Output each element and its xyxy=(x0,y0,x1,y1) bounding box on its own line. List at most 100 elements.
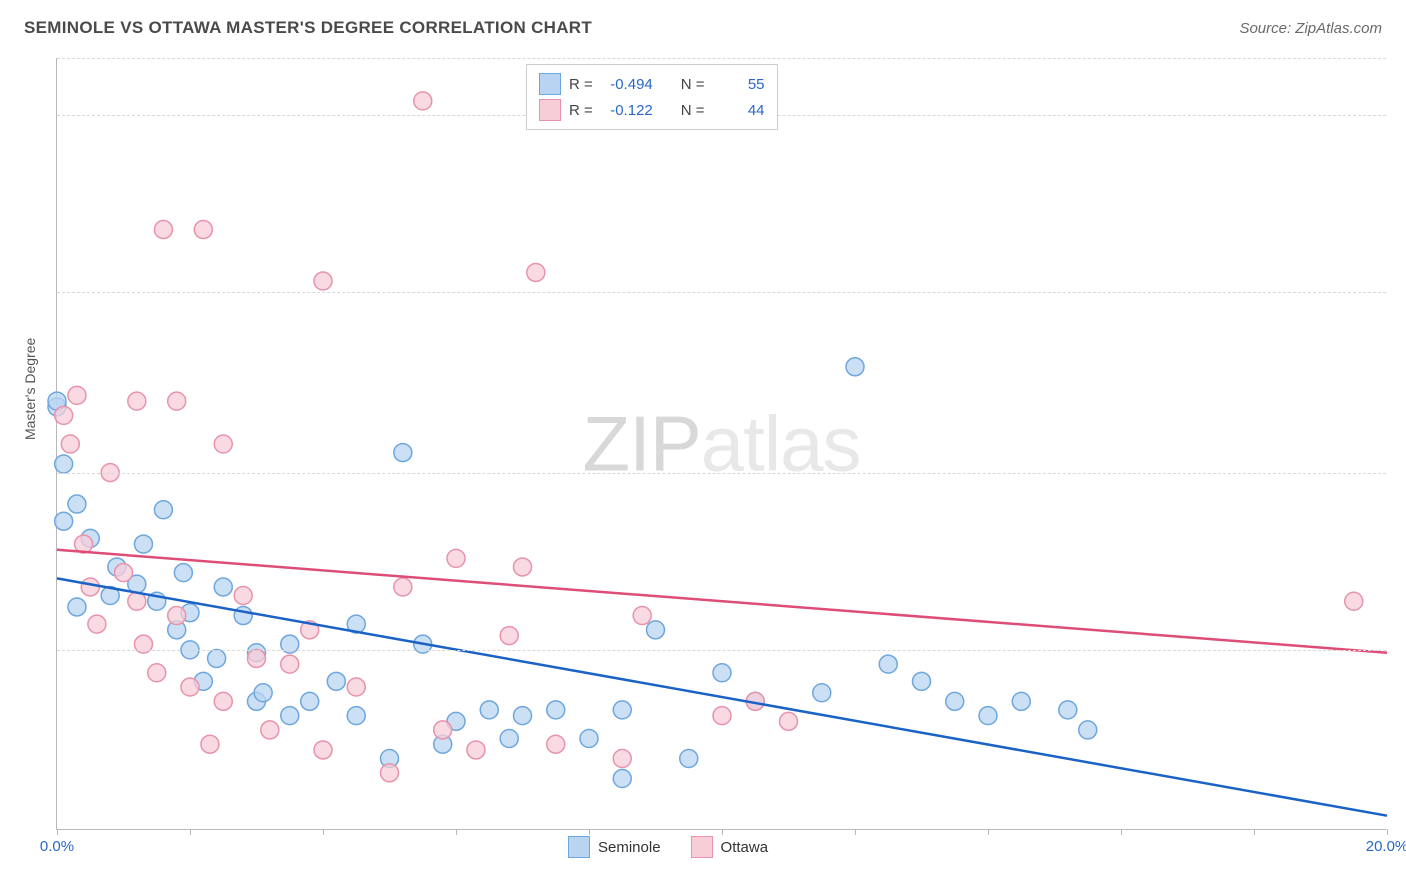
data-point xyxy=(88,615,106,633)
data-point xyxy=(168,392,186,410)
data-point xyxy=(214,435,232,453)
legend-series: Seminole Ottawa xyxy=(568,836,768,858)
data-point xyxy=(813,684,831,702)
legend-r-value: -0.122 xyxy=(601,102,653,119)
data-point xyxy=(55,406,73,424)
data-point xyxy=(254,684,272,702)
data-point xyxy=(234,587,252,605)
data-point xyxy=(514,707,532,725)
data-point xyxy=(154,501,172,519)
data-point xyxy=(134,535,152,553)
legend-stats: R = -0.494 N = 55 R = -0.122 N = 44 xyxy=(526,64,778,130)
data-point xyxy=(208,649,226,667)
legend-swatch xyxy=(568,836,590,858)
data-point xyxy=(394,444,412,462)
legend-r-value: -0.494 xyxy=(601,76,653,93)
data-point xyxy=(301,692,319,710)
data-point xyxy=(613,701,631,719)
data-point xyxy=(174,564,192,582)
scatter-plot xyxy=(57,58,1386,829)
data-point xyxy=(381,764,399,782)
data-point xyxy=(780,712,798,730)
legend-stat-row: R = -0.494 N = 55 xyxy=(539,71,765,97)
legend-series-item: Seminole xyxy=(568,836,661,858)
x-tick xyxy=(855,829,856,835)
legend-swatch xyxy=(539,99,561,121)
data-point xyxy=(946,692,964,710)
x-tick xyxy=(323,829,324,835)
x-tick-label: 20.0% xyxy=(1366,838,1406,855)
data-point xyxy=(68,495,86,513)
data-point xyxy=(913,672,931,690)
data-point xyxy=(846,358,864,376)
data-point xyxy=(128,392,146,410)
data-point xyxy=(527,263,545,281)
source-label: Source: ZipAtlas.com xyxy=(1239,20,1382,37)
y-axis-label: Master's Degree xyxy=(22,338,38,440)
data-point xyxy=(314,741,332,759)
x-tick xyxy=(57,829,58,835)
legend-series-item: Ottawa xyxy=(691,836,769,858)
data-point xyxy=(115,564,133,582)
data-point xyxy=(1345,592,1363,610)
data-point xyxy=(314,272,332,290)
legend-r-label: R = xyxy=(569,102,593,119)
data-point xyxy=(414,92,432,110)
data-point xyxy=(580,730,598,748)
data-point xyxy=(81,578,99,596)
data-point xyxy=(514,558,532,576)
data-point xyxy=(613,750,631,768)
x-tick xyxy=(589,829,590,835)
legend-r-label: R = xyxy=(569,76,593,93)
plot-area: ZIPatlas 6.3%12.5%18.8%0.0%20.0% xyxy=(56,58,1386,830)
data-point xyxy=(55,455,73,473)
data-point xyxy=(480,701,498,719)
data-point xyxy=(879,655,897,673)
legend-swatch xyxy=(539,73,561,95)
data-point xyxy=(181,678,199,696)
x-tick xyxy=(1254,829,1255,835)
legend-n-value: 44 xyxy=(713,102,765,119)
data-point xyxy=(633,607,651,625)
data-point xyxy=(434,721,452,739)
data-point xyxy=(248,649,266,667)
data-point xyxy=(979,707,997,725)
legend-series-label: Seminole xyxy=(598,839,661,856)
data-point xyxy=(347,678,365,696)
data-point xyxy=(61,435,79,453)
legend-n-value: 55 xyxy=(713,76,765,93)
data-point xyxy=(1012,692,1030,710)
legend-swatch xyxy=(691,836,713,858)
gridline xyxy=(57,650,1386,651)
legend-series-label: Ottawa xyxy=(721,839,769,856)
data-point xyxy=(281,707,299,725)
data-point xyxy=(168,607,186,625)
data-point xyxy=(1079,721,1097,739)
data-point xyxy=(547,735,565,753)
legend-n-label: N = xyxy=(681,102,705,119)
x-tick xyxy=(1121,829,1122,835)
legend-n-label: N = xyxy=(681,76,705,93)
data-point xyxy=(713,664,731,682)
x-tick-label: 0.0% xyxy=(40,838,74,855)
data-point xyxy=(154,221,172,239)
gridline xyxy=(57,292,1386,293)
data-point xyxy=(647,621,665,639)
data-point xyxy=(214,578,232,596)
data-point xyxy=(613,770,631,788)
data-point xyxy=(281,655,299,673)
data-point xyxy=(214,692,232,710)
data-point xyxy=(261,721,279,739)
data-point xyxy=(467,741,485,759)
legend-stat-row: R = -0.122 N = 44 xyxy=(539,97,765,123)
data-point xyxy=(713,707,731,725)
data-point xyxy=(194,221,212,239)
data-point xyxy=(201,735,219,753)
chart-container: ZIPatlas 6.3%12.5%18.8%0.0%20.0% R = -0.4… xyxy=(56,58,1386,830)
data-point xyxy=(547,701,565,719)
data-point xyxy=(148,664,166,682)
trendline xyxy=(57,550,1387,653)
x-tick xyxy=(190,829,191,835)
data-point xyxy=(68,598,86,616)
data-point xyxy=(347,707,365,725)
